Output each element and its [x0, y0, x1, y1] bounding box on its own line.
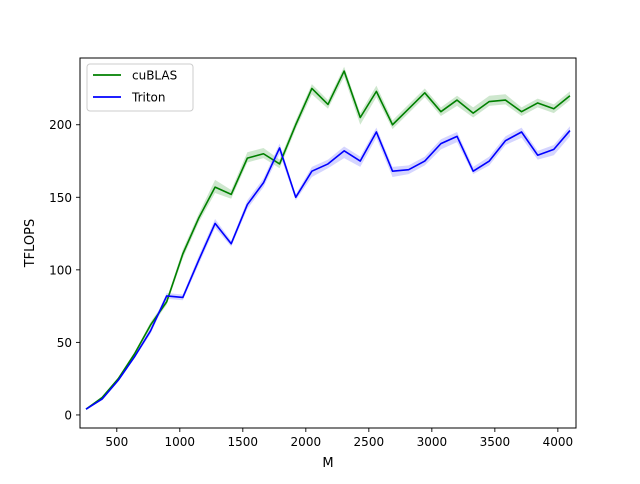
x-tick-label: 3500 — [480, 435, 511, 449]
plot-frame — [79, 57, 577, 429]
legend-label-triton: Triton — [131, 91, 166, 105]
x-tick-label: 2500 — [354, 435, 385, 449]
x-tick-label: 2000 — [291, 435, 322, 449]
y-axis-label: TFLOPS — [23, 219, 38, 269]
y-tick-label: 100 — [49, 263, 72, 277]
x-tick-label: 1500 — [228, 435, 259, 449]
y-tick-label: 200 — [49, 118, 72, 132]
legend-label-cublas: cuBLAS — [132, 69, 177, 83]
x-axis-ticks: 500 1000 1500 2000 2500 3000 3500 4000 — [105, 428, 573, 449]
x-tick-label: 3000 — [417, 435, 448, 449]
y-axis-ticks: 0 50 100 150 200 — [49, 118, 80, 422]
cublas-line — [85, 70, 571, 410]
legend: cuBLAS Triton — [86, 63, 194, 112]
y-tick-label: 0 — [64, 408, 72, 422]
series-lines — [85, 70, 571, 410]
x-axis-label: M — [322, 456, 333, 471]
x-tick-label: 4000 — [543, 435, 574, 449]
y-tick-label: 150 — [49, 191, 72, 205]
y-tick-label: 50 — [57, 336, 72, 350]
x-tick-label: 500 — [105, 435, 128, 449]
x-tick-label: 1000 — [165, 435, 196, 449]
triton-line — [85, 130, 571, 410]
